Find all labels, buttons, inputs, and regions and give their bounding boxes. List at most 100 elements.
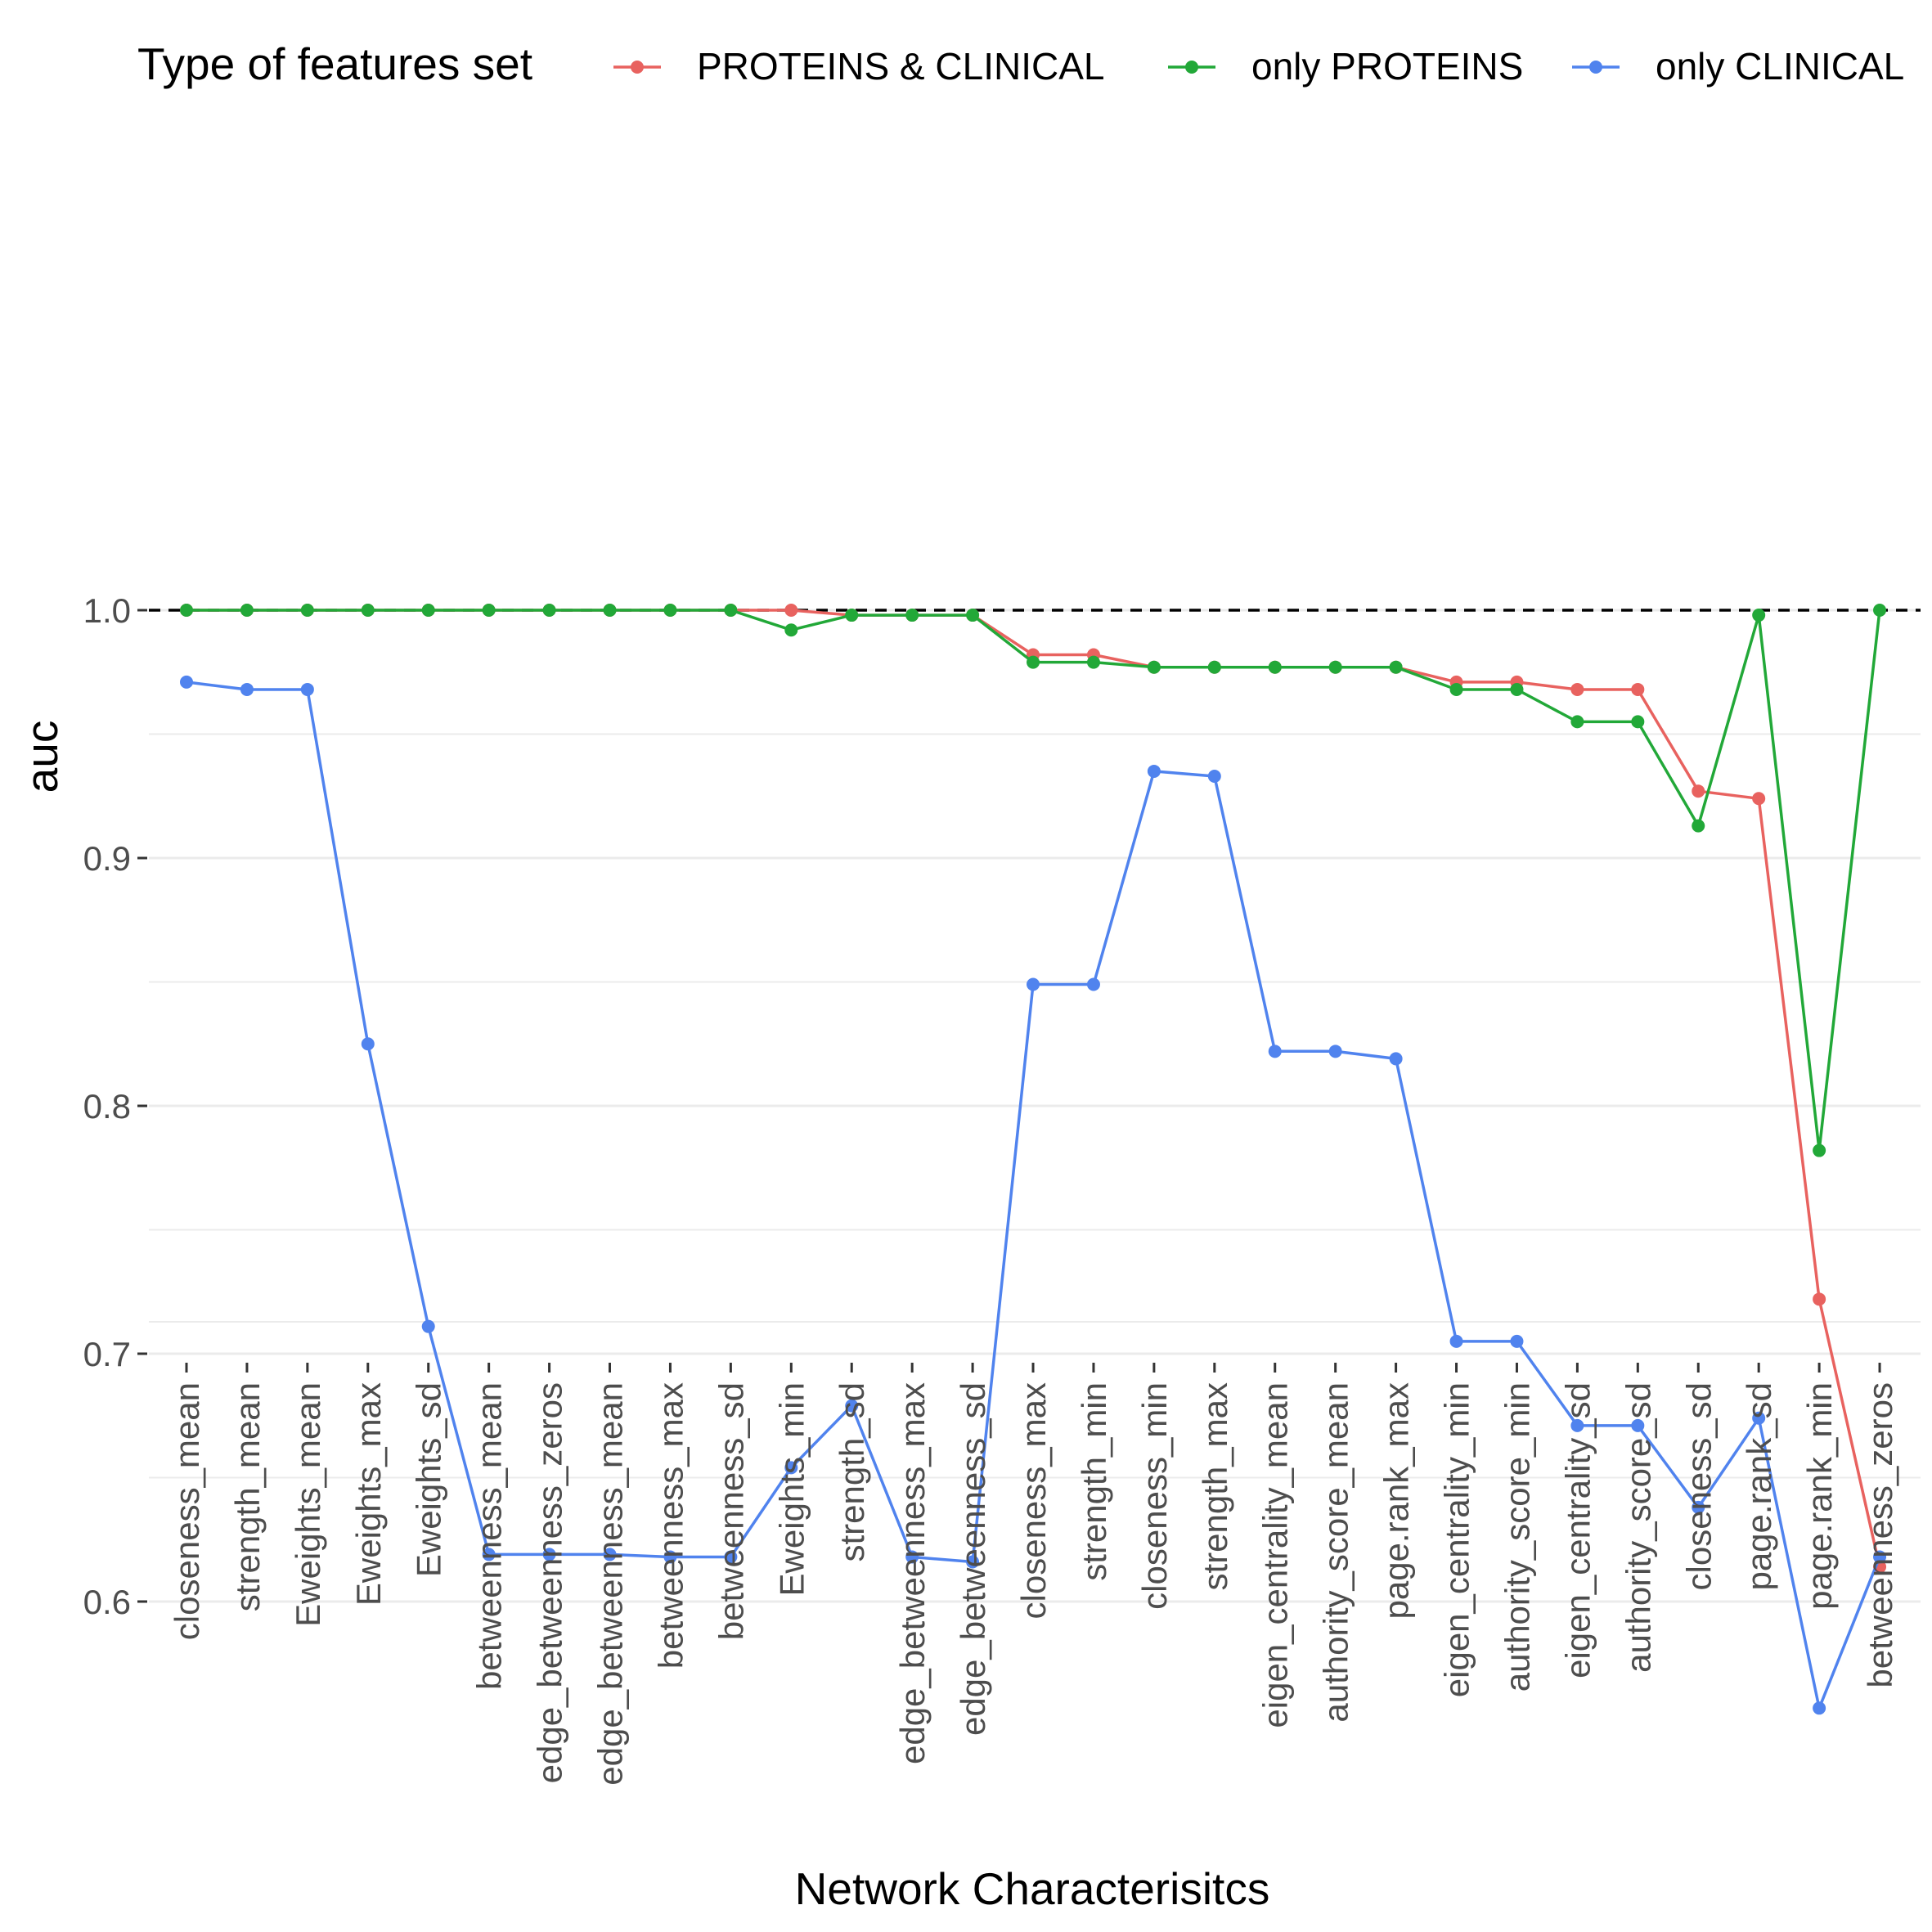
x-tick-label: edge_betweenness_max — [893, 1382, 932, 1764]
data-point — [1147, 764, 1161, 778]
series-line — [186, 609, 1881, 1152]
x-tick-label: Eweights_mean — [289, 1382, 327, 1627]
data-point — [1449, 682, 1463, 696]
x-tick-label: eigen_centrality_min — [1438, 1382, 1476, 1697]
x-tick-label: Eweights_max — [349, 1382, 388, 1606]
data-point — [724, 604, 738, 617]
data-point — [663, 604, 677, 617]
data-point — [1570, 715, 1584, 729]
data-point — [1449, 1334, 1463, 1348]
legend-label: only PROTEINS — [1251, 45, 1523, 88]
data-point — [482, 1548, 496, 1561]
y-tick-label: 1.0 — [83, 591, 131, 630]
legend: Type of features set PROTEINS & CLINICAL… — [137, 38, 1904, 89]
data-point — [724, 1550, 738, 1564]
data-point — [542, 1548, 556, 1561]
legend-label: only CLINICAL — [1656, 45, 1904, 88]
data-point — [1510, 1334, 1524, 1348]
x-tick-label: authority_score_min — [1498, 1382, 1536, 1692]
data-point — [1692, 819, 1705, 833]
data-point — [603, 1548, 617, 1561]
y-tick-label: 0.8 — [83, 1087, 131, 1126]
data-point — [1631, 715, 1645, 729]
x-tick-label: strength_min — [1075, 1382, 1113, 1581]
legend-title: Type of features set — [137, 38, 532, 89]
x-tick-label: closeness_sd — [1679, 1382, 1718, 1590]
x-tick-label: page.rank_max — [1377, 1382, 1416, 1620]
data-point — [1813, 1292, 1826, 1306]
data-point — [663, 1550, 677, 1564]
x-tick-label: edge_betweenness_sd — [954, 1382, 992, 1736]
data-point — [1631, 682, 1645, 696]
data-point — [966, 1555, 980, 1569]
data-point — [905, 609, 919, 622]
data-point — [482, 604, 496, 617]
x-tick-label: Eweights_sd — [410, 1382, 448, 1577]
data-point — [180, 675, 193, 689]
legend-item: only PROTEINS — [1168, 45, 1523, 88]
x-tick-label: closeness_min — [1135, 1382, 1174, 1610]
data-point — [180, 604, 193, 617]
data-point — [845, 609, 859, 622]
y-tick-label: 0.9 — [83, 839, 131, 878]
data-point — [542, 604, 556, 617]
legend-label: PROTEINS & CLINICAL — [697, 45, 1104, 88]
x-tick-label: closeness_mean — [168, 1382, 206, 1640]
x-axis: closeness_mean strength_mean Eweights_mean… — [168, 1363, 1899, 1786]
data-point — [1389, 660, 1403, 674]
legend-key-point — [1589, 61, 1602, 74]
data-point — [1147, 660, 1161, 674]
series-only-proteins — [180, 604, 1887, 1157]
x-tick-label: authority_score_sd — [1619, 1382, 1657, 1673]
data-point — [240, 604, 254, 617]
x-tick-label: strength_max — [1196, 1382, 1234, 1590]
y-axis-title: auc — [16, 721, 67, 793]
data-point — [1207, 770, 1221, 784]
legend-key-point — [1185, 61, 1198, 74]
data-point — [1268, 1045, 1282, 1058]
x-tick-label: betweenness_mean — [470, 1382, 509, 1690]
data-point — [1570, 1418, 1584, 1432]
data-point — [1631, 1418, 1645, 1432]
data-point — [1752, 792, 1766, 806]
x-tick-label: edge_betweenness_zeros — [531, 1382, 569, 1783]
data-point — [603, 604, 617, 617]
data-point — [300, 682, 314, 696]
data-point — [361, 1037, 375, 1051]
data-point — [1027, 655, 1040, 669]
data-point — [1570, 682, 1584, 696]
data-point — [1873, 604, 1887, 617]
data-point — [1086, 977, 1100, 991]
data-point — [905, 1550, 919, 1564]
x-tick-label: betweenness_max — [651, 1382, 690, 1669]
x-tick-label: Eweights_min — [772, 1382, 811, 1596]
data-point — [1752, 609, 1766, 622]
x-tick-label: authority_score_mean — [1317, 1382, 1355, 1723]
data-point — [784, 1461, 798, 1475]
data-point — [361, 604, 375, 617]
data-point — [845, 1399, 859, 1413]
data-point — [1813, 1143, 1826, 1157]
data-point — [240, 682, 254, 696]
data-point — [1328, 1045, 1342, 1058]
x-tick-label: eigen_centrality_sd — [1558, 1382, 1597, 1678]
x-tick-label: betweenness_sd — [712, 1382, 750, 1640]
data-point — [1873, 1550, 1887, 1564]
x-tick-label: strength_sd — [833, 1382, 871, 1561]
legend-item: only CLINICAL — [1572, 45, 1904, 88]
y-tick-label: 0.7 — [83, 1335, 131, 1373]
data-point — [421, 1319, 435, 1333]
data-point — [421, 604, 435, 617]
series-layer — [180, 604, 1887, 1715]
x-tick-label: page.rank_sd — [1740, 1382, 1778, 1591]
x-tick-label: edge_betweenness_mean — [591, 1382, 630, 1786]
y-axis: 0.6 0.7 0.8 0.9 1.0 — [83, 591, 147, 1621]
data-point — [1389, 1052, 1403, 1066]
data-point — [1813, 1701, 1826, 1715]
legend-item: PROTEINS & CLINICAL — [613, 45, 1104, 88]
data-point — [784, 604, 798, 617]
legend-key-point — [631, 61, 644, 74]
x-tick-label: page.rank_min — [1800, 1382, 1839, 1610]
data-point — [1692, 1500, 1705, 1514]
